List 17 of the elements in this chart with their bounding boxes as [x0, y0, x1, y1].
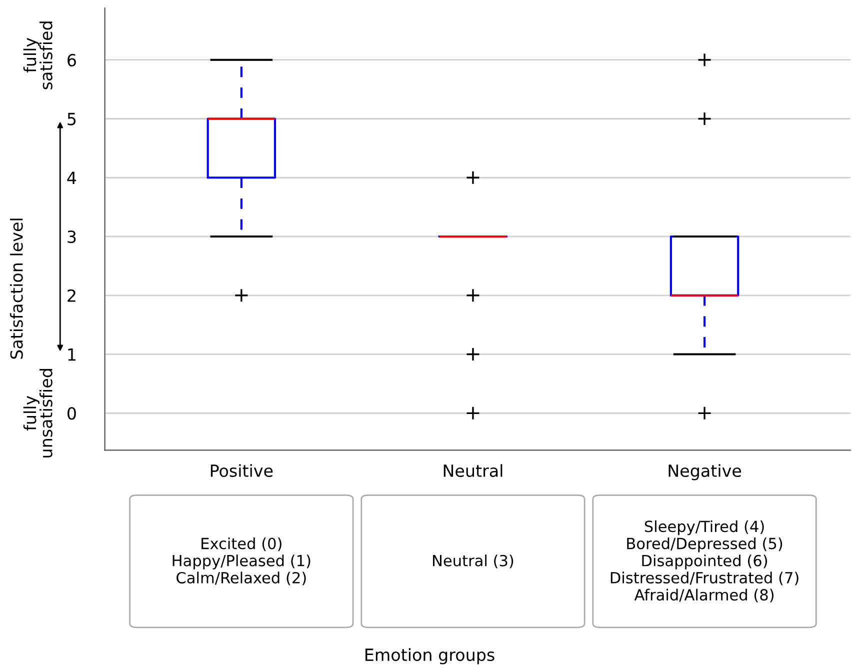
x-tick-label: Neutral: [444, 464, 502, 478]
text: Sleepy/Tired (4) Bored/Depressed (5) Disappointed (6) Distressed/Frustrated (7) Afraid/Alarmed (8): [610, 520, 798, 602]
y-tick-label: 0: [68, 407, 76, 420]
y-tick-label: 1: [68, 348, 76, 361]
text: Emotion groups: [366, 648, 494, 664]
y-tick-label: 4: [67, 172, 76, 184]
text: fully unsatisfied: [23, 369, 52, 458]
text: Neutral (3): [433, 554, 514, 568]
x-tick-label: Positive: [210, 464, 273, 478]
y-tick-label: 2: [68, 289, 76, 302]
x-tick-label: Negative: [668, 464, 742, 480]
y-tick-label: 6: [68, 54, 76, 66]
y-axis-title: Satisfaction level: [10, 218, 23, 359]
y-tick-label: 3: [68, 230, 76, 244]
y-tick-label: 5: [68, 112, 76, 126]
text: Excited (0) Happy/Pleased (1) Calm/Relaxed (2): [172, 537, 310, 586]
text: fully satisfied: [23, 22, 52, 90]
